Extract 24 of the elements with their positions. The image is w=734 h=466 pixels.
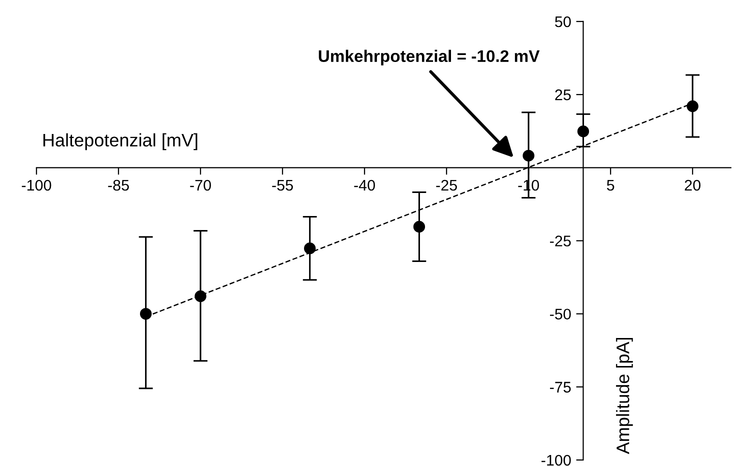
y-tick-label: -100 [542, 454, 571, 466]
point [577, 126, 590, 138]
x-tick-label: -25 [436, 180, 457, 191]
x-tick-label: -40 [354, 180, 375, 191]
x-axis-title: Haltepotenzial [mV] [43, 133, 198, 150]
x-tick-label: -70 [190, 180, 211, 191]
y-tick-label: 50 [555, 16, 571, 28]
y-tick-label: -50 [550, 308, 571, 320]
x-tick-label: 5 [606, 180, 614, 191]
x-tick-label: -55 [272, 180, 293, 191]
y-axis-title: Amplitude [pA] [616, 338, 633, 454]
point [413, 220, 426, 233]
point [194, 290, 206, 302]
point [304, 242, 316, 254]
y-tick-label: -25 [550, 236, 571, 246]
x-tick-label: -100 [22, 180, 52, 191]
x-tick-label: 20 [684, 180, 700, 191]
annotation: Umkehrpotenzial = -10.2 mV [318, 50, 540, 66]
y-tick-label: -75 [550, 382, 571, 393]
point [522, 150, 534, 162]
point [686, 100, 698, 112]
x-tick-label: -85 [108, 180, 129, 191]
point [140, 308, 152, 320]
y-tick-label: 25 [555, 89, 571, 100]
